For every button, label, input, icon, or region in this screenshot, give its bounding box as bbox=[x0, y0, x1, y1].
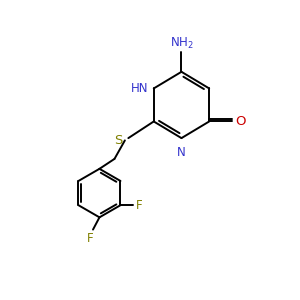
Text: F: F bbox=[87, 232, 94, 245]
Text: F: F bbox=[136, 199, 142, 212]
Text: O: O bbox=[235, 115, 246, 128]
Text: NH$_2$: NH$_2$ bbox=[169, 36, 194, 51]
Text: S: S bbox=[114, 134, 123, 147]
Text: HN: HN bbox=[131, 82, 149, 95]
Text: N: N bbox=[177, 146, 186, 159]
